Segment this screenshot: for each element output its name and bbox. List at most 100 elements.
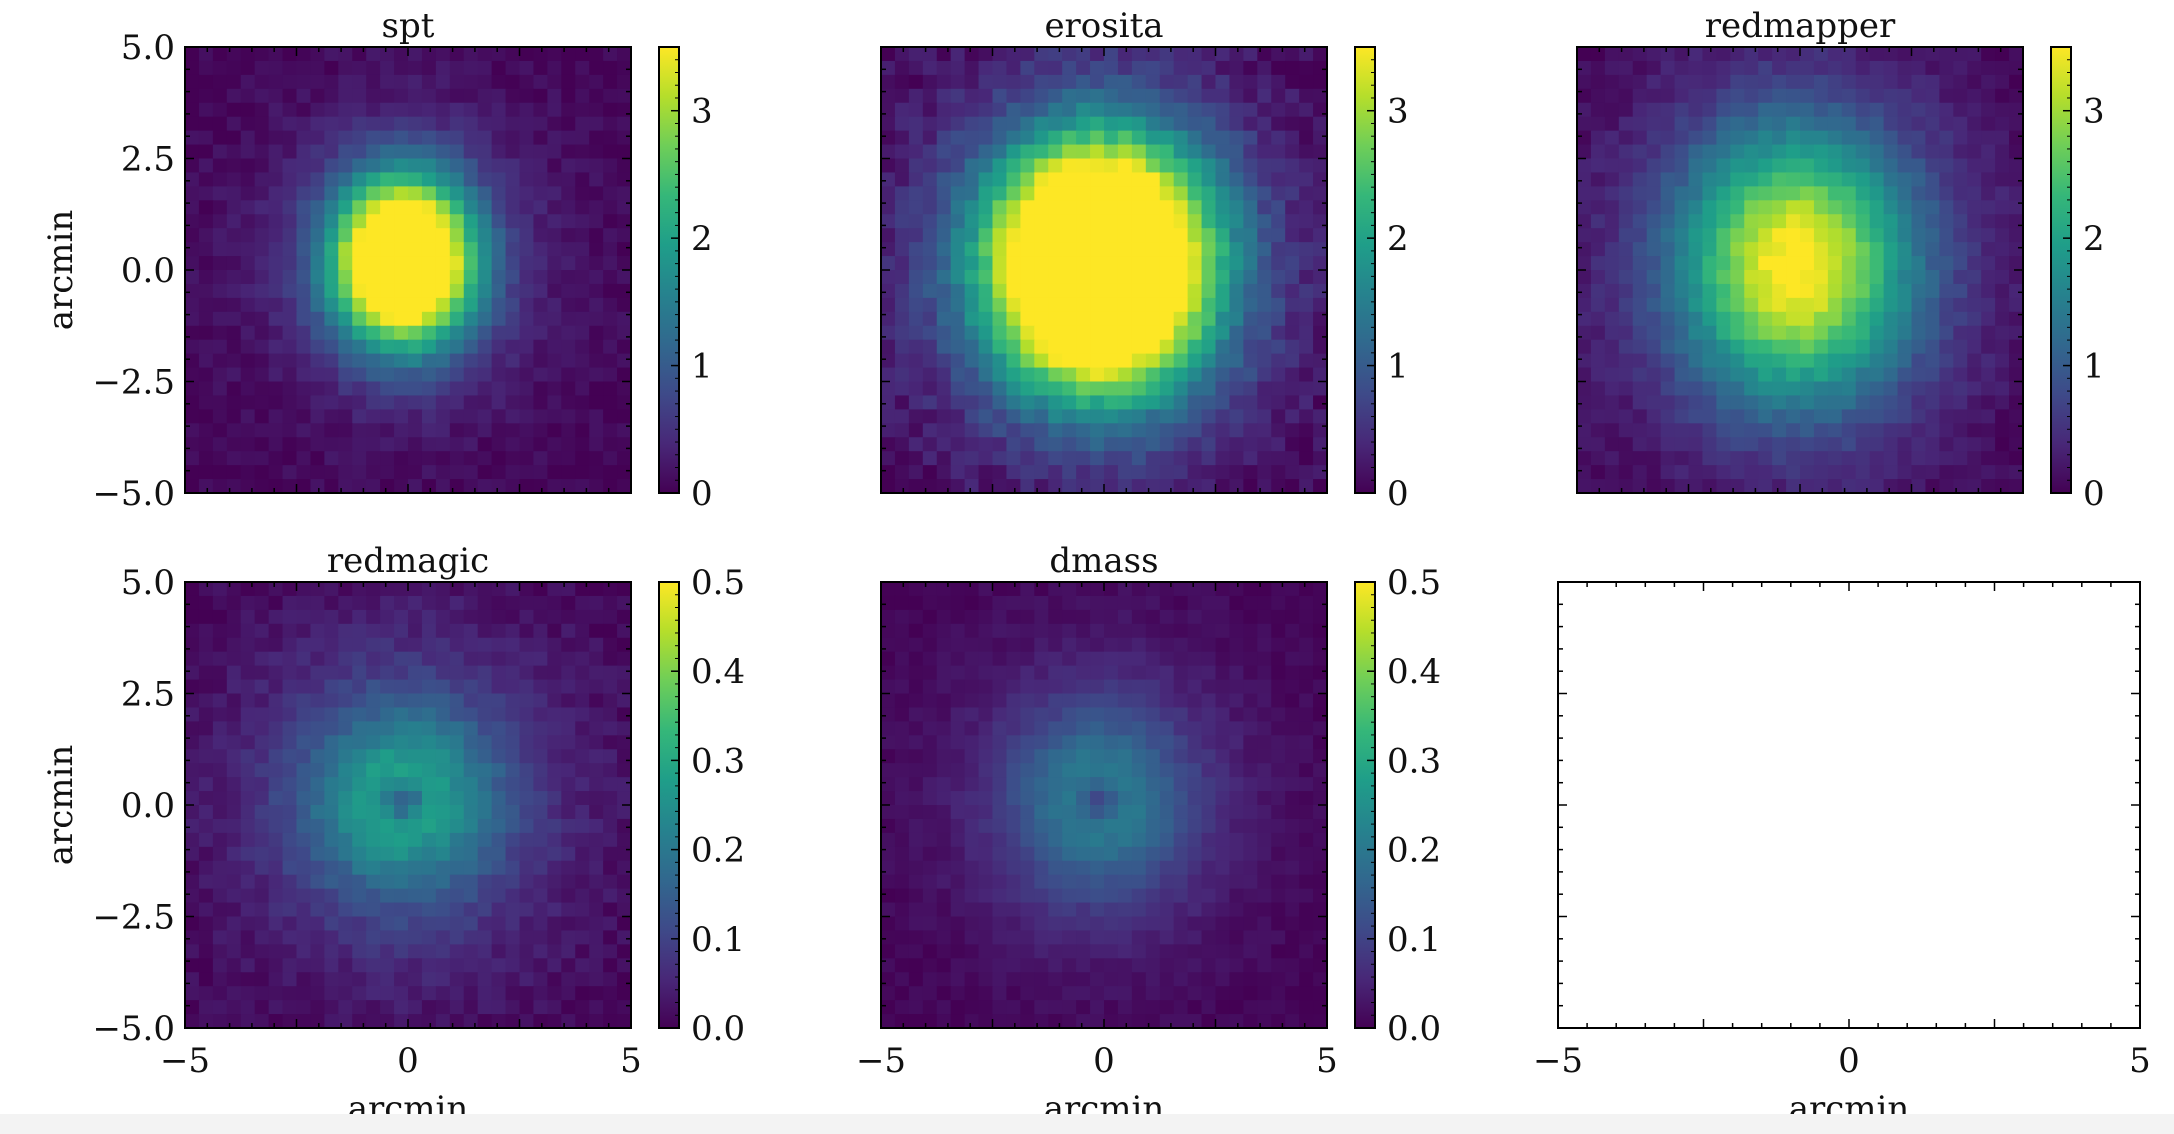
heatmap-cell [547, 479, 562, 493]
heatmap-cell [561, 651, 576, 667]
heatmap-cell [894, 451, 910, 466]
heatmap-cell [1772, 214, 1787, 229]
heatmap-cell [964, 479, 980, 493]
heatmap-cell [1117, 270, 1133, 285]
heatmap-cell [1786, 325, 1801, 341]
heatmap-cell [533, 679, 548, 695]
heatmap-cell [449, 749, 465, 764]
heatmap-cell [617, 367, 631, 383]
heatmap-cell [964, 200, 980, 215]
heatmap-cell [352, 186, 367, 201]
heatmap-cell [198, 818, 214, 834]
heatmap-cell [1006, 339, 1021, 355]
heatmap-cell [1201, 102, 1217, 118]
heatmap-cell [268, 479, 284, 493]
heatmap-cell [1869, 74, 1885, 90]
heatmap-cell [324, 749, 339, 764]
heatmap-cell [519, 311, 535, 327]
heatmap-cell [185, 479, 200, 493]
heatmap-cell [617, 339, 631, 355]
heatmap-cell [936, 116, 952, 132]
heatmap-cell [1201, 451, 1217, 466]
heatmap-cell [1131, 395, 1147, 410]
heatmap-cell [519, 297, 535, 313]
heatmap-cell [561, 874, 576, 890]
heatmap-cell [1020, 409, 1035, 424]
heatmap-cell [352, 214, 367, 229]
heatmap-cell [1034, 637, 1049, 653]
heatmap-cell [1104, 623, 1119, 639]
heatmap-cell [575, 651, 590, 667]
heatmap-cell [212, 818, 228, 834]
heatmap-cell [575, 832, 590, 848]
heatmap-cell [1632, 200, 1648, 215]
heatmap-cell [1299, 242, 1314, 257]
heatmap-cell [380, 270, 395, 285]
heatmap-cell [338, 325, 353, 341]
heatmap-cell [1911, 339, 1927, 355]
heatmap-cell [366, 609, 381, 625]
heatmap-cell [268, 944, 284, 959]
heatmap-cell [1048, 297, 1063, 313]
heatmap-cell [1800, 200, 1815, 215]
heatmap-cell [1604, 200, 1620, 215]
colorbar-tick-label: 1 [1387, 347, 1409, 387]
heatmap-cell [185, 437, 200, 452]
heatmap-cell [575, 735, 590, 750]
heatmap-cell [1299, 88, 1314, 104]
heatmap-cell [1995, 283, 2010, 299]
heatmap-cell [1730, 395, 1745, 410]
heatmap-cell [992, 116, 1008, 132]
heatmap-cell [589, 846, 604, 862]
heatmap-cell [1660, 395, 1676, 410]
heatmap-cell [477, 339, 493, 355]
heatmap-cell [1117, 353, 1133, 369]
heatmap-cell [561, 242, 576, 257]
heatmap-cell [1981, 451, 1996, 466]
heatmap-cell [575, 367, 590, 383]
heatmap-cell [296, 116, 312, 132]
heatmap-cell [1173, 144, 1189, 160]
heatmap-cell [324, 381, 339, 397]
heatmap-cell [463, 228, 479, 243]
heatmap-cell [463, 972, 479, 987]
heatmap-cell [1243, 228, 1258, 243]
heatmap-cell [1187, 339, 1203, 355]
y-tick-label: 2.5 [121, 140, 175, 180]
heatmap-cell [1076, 102, 1091, 118]
heatmap-cell [1201, 665, 1217, 681]
heatmap-cell [1604, 242, 1620, 257]
heatmap-cell [254, 409, 270, 424]
heatmap-cell [408, 735, 423, 750]
heatmap-cell [561, 777, 576, 792]
heatmap-cell [296, 339, 312, 355]
heatmap-cell [352, 409, 367, 424]
heatmap-cell [1299, 186, 1314, 201]
heatmap-cell [547, 228, 562, 243]
heatmap-cell [1034, 297, 1049, 313]
heatmap-cell [1299, 665, 1314, 681]
heatmap-cell [1786, 158, 1801, 174]
heatmap-cell [881, 595, 896, 611]
heatmap-cell [561, 130, 576, 146]
heatmap-cell [1313, 609, 1327, 625]
heatmap-cell [352, 944, 367, 959]
heatmap-cell [1062, 679, 1077, 695]
heatmap-cell [1855, 451, 1871, 466]
heatmap-cell [268, 874, 284, 890]
heatmap-cell [310, 582, 325, 597]
heatmap-cell [240, 423, 256, 438]
heatmap-cell [519, 735, 535, 750]
heatmap-cell [421, 144, 437, 160]
heatmap-cell [1201, 270, 1217, 285]
heatmap-cell [1688, 74, 1704, 90]
heatmap-cell [1201, 256, 1217, 271]
heatmap-cell [254, 623, 270, 639]
heatmap-cell [491, 172, 507, 187]
heatmap-cell [1271, 595, 1286, 611]
heatmap-cell [519, 60, 535, 76]
heatmap-cell [1939, 437, 1954, 452]
heatmap-cell [561, 637, 576, 653]
heatmap-cell [1632, 437, 1648, 452]
heatmap-cell [1981, 423, 1996, 438]
